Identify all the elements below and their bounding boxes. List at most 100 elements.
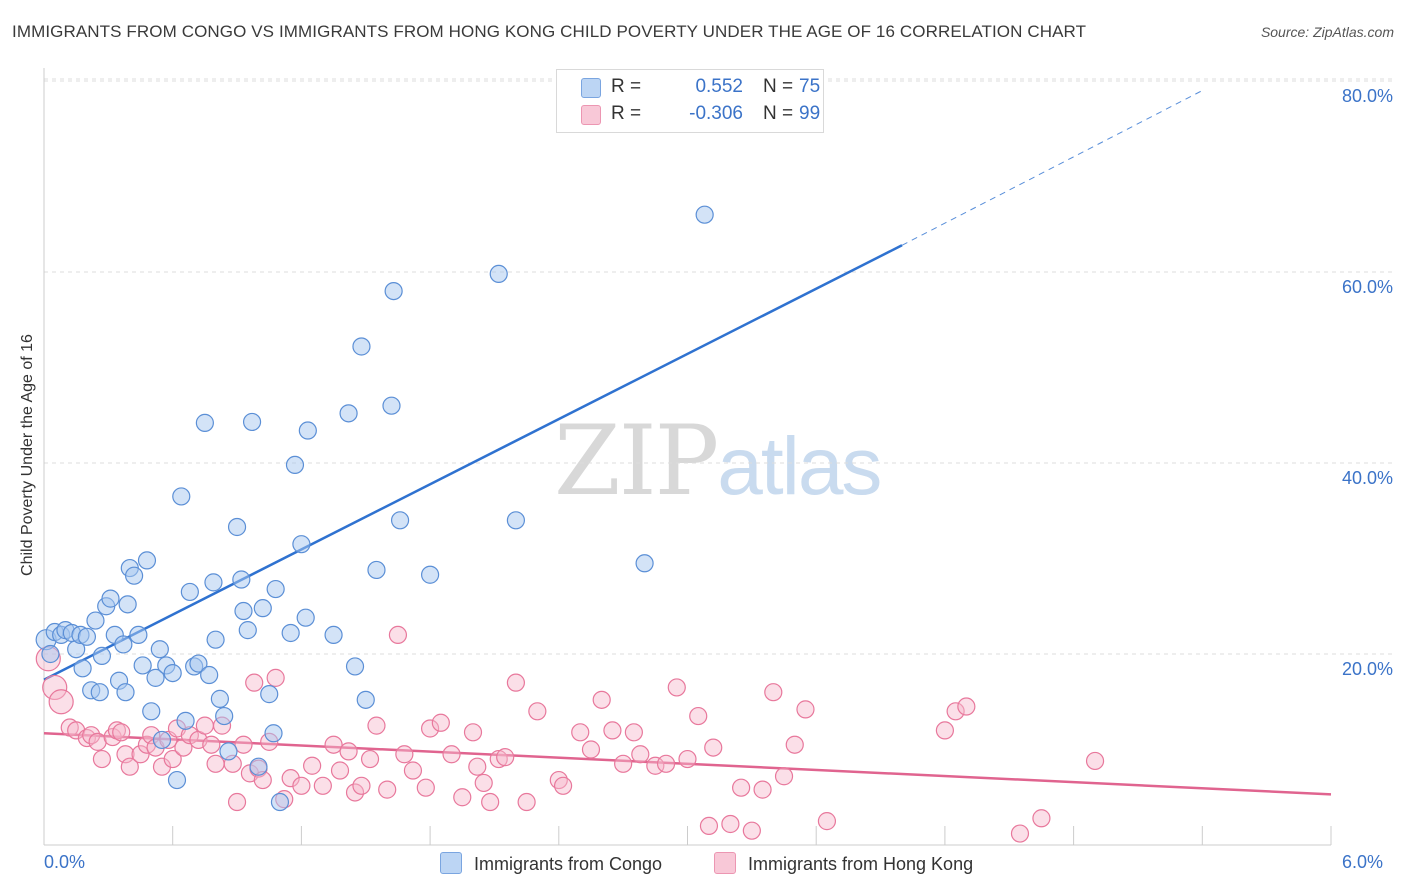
- data-point-hong-kong: [1032, 809, 1051, 828]
- legend-r-value: 0.552: [695, 76, 743, 97]
- data-point-congo: [189, 654, 208, 673]
- data-point-hong-kong: [120, 757, 139, 776]
- data-point-hong-kong: [553, 776, 573, 795]
- data-point-congo: [232, 570, 251, 589]
- data-point-hong-kong: [324, 735, 343, 754]
- data-point-hong-kong: [489, 749, 508, 769]
- legend-n-value: 75: [799, 76, 821, 97]
- data-point-congo: [146, 668, 165, 687]
- data-point-congo: [367, 560, 386, 580]
- data-point-hong-kong: [506, 673, 526, 692]
- data-point-congo: [73, 659, 92, 678]
- correlation-legend: R = 0.552 N = 75 R = -0.306 N = 99: [556, 69, 824, 133]
- bottom-legend-swatch-hong-kong: [714, 852, 736, 874]
- data-point-congo: [142, 702, 161, 721]
- data-point-hong-kong: [732, 778, 751, 797]
- data-point-hong-kong: [764, 683, 783, 702]
- data-point-hong-kong: [88, 732, 107, 751]
- data-point-congo: [266, 579, 285, 599]
- y-tick-label: 20.0%: [1341, 659, 1393, 679]
- data-point-congo: [167, 770, 187, 790]
- data-point-congo: [270, 792, 290, 812]
- data-point-hong-kong: [330, 761, 350, 780]
- data-point-hong-kong: [1010, 824, 1030, 843]
- data-point-hong-kong: [614, 754, 633, 773]
- data-point-congo: [172, 487, 191, 506]
- data-point-hong-kong: [468, 757, 487, 776]
- data-point-hong-kong: [528, 702, 547, 721]
- data-point-hong-kong: [753, 780, 772, 799]
- data-point-hong-kong: [303, 756, 322, 775]
- data-point-congo: [506, 511, 526, 530]
- data-point-congo: [242, 412, 262, 432]
- data-point-congo: [264, 724, 283, 743]
- data-point-congo: [137, 551, 157, 570]
- bottom-legend-swatch-congo: [440, 852, 462, 874]
- data-point-hong-kong: [474, 773, 493, 793]
- data-point-congo: [238, 621, 257, 640]
- data-point-congo: [339, 404, 358, 423]
- y-tick-label: 40.0%: [1341, 468, 1393, 488]
- legend-n-value: 99: [799, 103, 821, 124]
- trend-line-hong-kong: [43, 732, 1332, 796]
- source-label: Source: ZipAtlas.com: [1260, 24, 1394, 40]
- legend-r-label: R =: [611, 76, 642, 97]
- legend-swatch-congo: [581, 78, 601, 98]
- data-point-congo: [249, 757, 268, 776]
- watermark-zip: ZIP: [554, 405, 719, 517]
- data-point-hong-kong: [742, 821, 761, 840]
- data-point-hong-kong: [631, 745, 650, 764]
- data-point-hong-kong: [378, 780, 397, 799]
- data-point-hong-kong: [431, 713, 450, 732]
- data-point-hong-kong: [817, 812, 837, 831]
- y-tick-label: 60.0%: [1341, 277, 1393, 297]
- data-point-congo: [92, 646, 112, 666]
- data-point-hong-kong: [785, 735, 804, 754]
- data-point-hong-kong: [403, 761, 423, 780]
- data-point-congo: [352, 337, 371, 356]
- watermark-atlas: atlas: [717, 421, 882, 512]
- data-point-hong-kong: [689, 706, 708, 726]
- data-point-hong-kong: [266, 668, 285, 687]
- data-point-hong-kong: [946, 702, 965, 721]
- bottom-legend-label-congo: Immigrants from Congo: [474, 854, 663, 874]
- data-point-congo: [292, 535, 311, 554]
- trend-lines: [43, 90, 1332, 796]
- data-point-congo: [176, 711, 195, 730]
- data-point-congo: [101, 589, 120, 608]
- data-point-hong-kong: [421, 719, 440, 738]
- data-point-congo: [227, 517, 247, 537]
- legend-n-label: N =: [763, 76, 794, 97]
- data-point-hong-kong: [416, 778, 435, 797]
- data-point-congo: [150, 640, 169, 659]
- data-point-hong-kong: [292, 776, 311, 795]
- data-point-hong-kong: [1085, 751, 1105, 771]
- legend-r-label: R =: [611, 103, 642, 124]
- data-point-congo: [215, 706, 234, 726]
- data-point-congo: [296, 608, 315, 627]
- data-point-hong-kong: [206, 754, 225, 773]
- data-point-hong-kong: [481, 792, 500, 812]
- data-point-hong-kong: [678, 749, 697, 769]
- data-point-congo: [118, 595, 137, 614]
- data-point-hong-kong: [163, 749, 182, 769]
- data-point-congo: [421, 565, 440, 584]
- data-point-congo: [163, 663, 182, 683]
- data-point-hong-kong: [367, 716, 386, 735]
- data-point-hong-kong: [935, 721, 955, 740]
- data-point-congo: [77, 627, 97, 646]
- data-point-hong-kong: [131, 745, 150, 764]
- data-point-hong-kong: [42, 674, 68, 701]
- data-point-congo: [195, 413, 214, 432]
- legend-swatch-hong-kong: [581, 105, 601, 125]
- data-point-hong-kong: [92, 749, 112, 769]
- data-point-hong-kong: [227, 792, 247, 812]
- data-point-congo: [129, 625, 148, 645]
- data-point-congo: [384, 282, 403, 301]
- data-point-congo: [285, 455, 305, 475]
- data-point-congo: [124, 566, 144, 585]
- data-point-hong-kong: [721, 814, 740, 834]
- data-point-hong-kong: [48, 689, 74, 715]
- bottom-legend-hong-kong: Immigrants from Hong Kong: [714, 852, 973, 875]
